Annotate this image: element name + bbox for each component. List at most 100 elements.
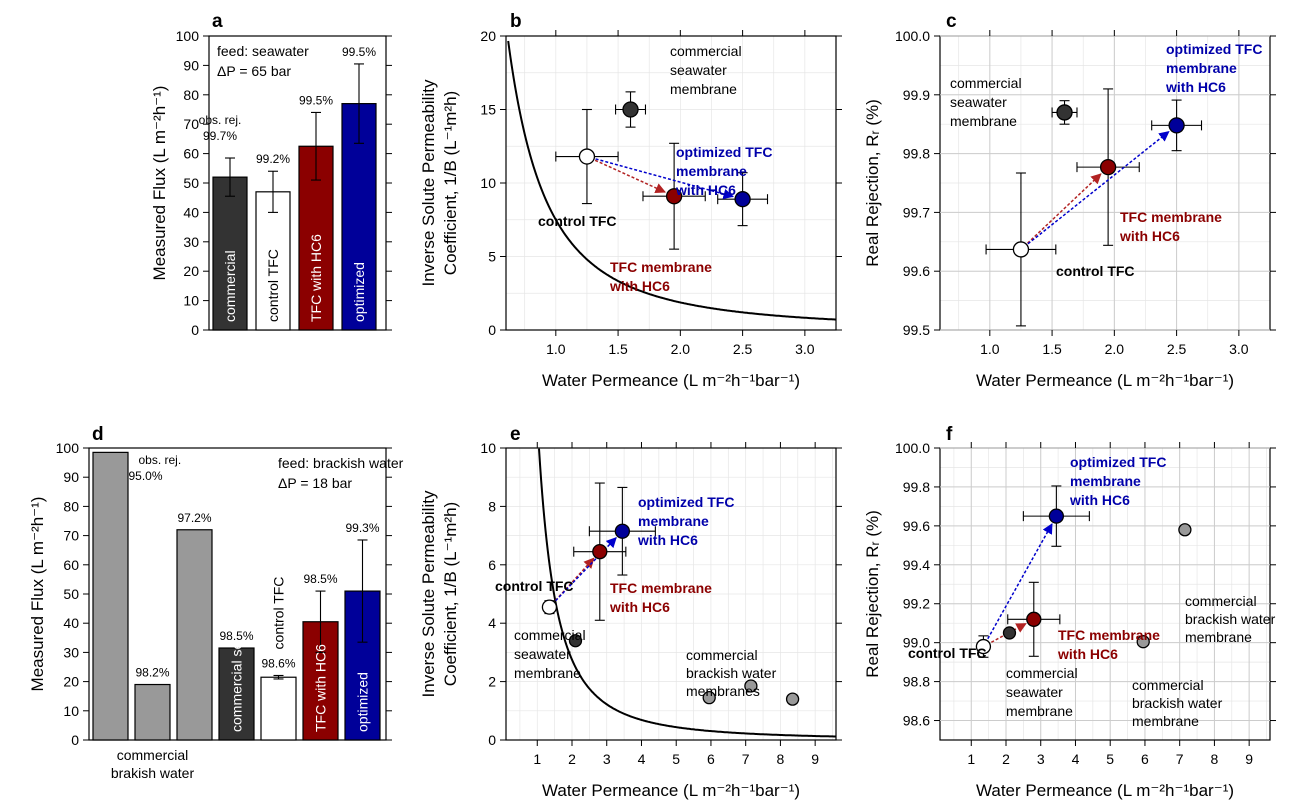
data-point bbox=[622, 101, 639, 118]
bar bbox=[260, 676, 297, 741]
panel-b: 0 5 10 15 20 1.0 1.5 2.0 2.5 3.0 b Water Permeance … bbox=[419, 11, 842, 390]
rejection-label: 98.6% bbox=[261, 656, 295, 670]
feed-note: ΔP = 65 bar bbox=[217, 63, 291, 79]
y-tick-label: 90 bbox=[63, 469, 79, 485]
panel-letter: a bbox=[212, 11, 223, 32]
y-tick-label: 40 bbox=[183, 204, 199, 220]
x-tick-label: 1.0 bbox=[980, 341, 1000, 357]
label-brackish: membrane bbox=[1185, 629, 1252, 645]
panel-a: 0 10 20 30 40 50 60 70 80 90 100 a commercial control… bbox=[150, 11, 392, 338]
label-hc6: TFC membrane bbox=[1120, 209, 1222, 225]
y-axis-label: Real Rejection, Rᵣ (%) bbox=[863, 510, 882, 678]
x-axis-label: Water Permeance (L m⁻²h⁻¹bar⁻¹) bbox=[976, 371, 1234, 390]
y-tick-label: 100 bbox=[56, 440, 80, 456]
x-tick-label: 2.5 bbox=[733, 341, 753, 357]
label-optimized: with HC6 bbox=[675, 182, 736, 198]
y-tick-label: 4 bbox=[488, 615, 496, 631]
label-optimized: optimized TFC bbox=[676, 144, 772, 160]
panel-d: 0 10 20 30 40 50 60 70 80 90 100 d commercial seawat… bbox=[28, 424, 404, 781]
label-optimized: with HC6 bbox=[637, 532, 698, 548]
data-point bbox=[702, 691, 716, 705]
panel-letter: b bbox=[510, 11, 522, 32]
bar-label: optimized bbox=[355, 672, 371, 732]
y-tick-label: 90 bbox=[183, 57, 199, 73]
bar bbox=[255, 191, 291, 331]
group-label: brakish water bbox=[111, 765, 195, 781]
x-tick-label: 2.0 bbox=[1105, 341, 1125, 357]
x-tick-label: 2 bbox=[568, 751, 576, 767]
tradeoff-curve bbox=[538, 448, 836, 738]
y-tick-label: 30 bbox=[63, 644, 79, 660]
label-commercial: membrane bbox=[950, 113, 1017, 129]
label-optimized: membrane bbox=[638, 513, 709, 529]
y-tick-label: 2 bbox=[488, 674, 496, 690]
rejection-label: 97.2% bbox=[177, 511, 211, 525]
label-commercial: membrane bbox=[670, 81, 737, 97]
bar-label: optimized bbox=[351, 262, 367, 322]
plot-frame bbox=[505, 447, 837, 741]
y-tick-label: 50 bbox=[63, 586, 79, 602]
label-commercial: seawater bbox=[670, 62, 727, 78]
label-control: control TFC bbox=[495, 578, 574, 594]
label-optimized: membrane bbox=[1166, 60, 1237, 76]
y-tick-label: 99.0 bbox=[903, 635, 930, 651]
feed-note: ΔP = 18 bar bbox=[278, 475, 352, 491]
y-axis-label: Measured Flux (L m⁻²h⁻¹) bbox=[150, 86, 169, 281]
x-tick-label: 8 bbox=[777, 751, 785, 767]
rejection-label: 99.2% bbox=[256, 152, 290, 166]
label-hc6: TFC membrane bbox=[1058, 627, 1160, 643]
y-axis-label: Measured Flux (L m⁻²h⁻¹) bbox=[28, 497, 47, 692]
y-tick-label: 5 bbox=[488, 249, 496, 265]
label-hc6: TFC membrane bbox=[610, 259, 712, 275]
x-tick-label: 9 bbox=[811, 751, 819, 767]
data-point bbox=[665, 188, 683, 205]
label-commercial: seawater bbox=[1006, 684, 1063, 700]
label-hc6: with HC6 bbox=[609, 278, 670, 294]
x-tick-label: 8 bbox=[1211, 751, 1219, 767]
panel-f: 98.6 98.8 99.0 99.2 99.4 99.6 99.8 100.0 1 2 3 4 5 6 7… bbox=[863, 424, 1276, 800]
trend-arrow bbox=[594, 159, 666, 193]
feed-note: feed: brackish water bbox=[278, 455, 404, 471]
label-brackish: brackish water bbox=[686, 665, 777, 681]
label-hc6: TFC membrane bbox=[610, 580, 712, 596]
x-axis-label: Water Permeance (L m⁻²h⁻¹bar⁻¹) bbox=[542, 781, 800, 800]
trend-arrow bbox=[595, 158, 734, 200]
x-tick-label: 5 bbox=[1106, 751, 1114, 767]
y-tick-label: 10 bbox=[480, 175, 496, 191]
data-point bbox=[734, 191, 751, 208]
bar bbox=[218, 647, 255, 741]
y-axis-label: Real Rejection, Rᵣ (%) bbox=[863, 99, 882, 267]
x-tick-label: 2.5 bbox=[1167, 341, 1187, 357]
data-point bbox=[744, 679, 758, 693]
x-axis-label: Water Permeance (L m⁻²h⁻¹bar⁻¹) bbox=[542, 371, 800, 390]
x-tick-label: 6 bbox=[1141, 751, 1149, 767]
x-tick-label: 1 bbox=[967, 751, 975, 767]
data-point bbox=[785, 692, 800, 706]
y-axis-label: Coefficient, 1/B (L⁻¹m²h) bbox=[441, 91, 460, 275]
label-commercial: seawater bbox=[514, 646, 571, 662]
panel-letter: f bbox=[946, 424, 953, 445]
y-tick-label: 99.9 bbox=[903, 87, 930, 103]
obs-rej-label: obs. rej. bbox=[139, 453, 182, 467]
label-commercial: membrane bbox=[1006, 703, 1073, 719]
y-tick-label: 99.8 bbox=[903, 479, 930, 495]
label-commercial: seawater bbox=[950, 94, 1007, 110]
label-hc6: with HC6 bbox=[1119, 228, 1180, 244]
data-point bbox=[1048, 508, 1065, 524]
label-brackish: commercial bbox=[686, 647, 758, 663]
x-tick-label: 4 bbox=[638, 751, 646, 767]
label-brackish: commercial bbox=[1132, 677, 1204, 693]
label-commercial: membrane bbox=[514, 665, 581, 681]
y-tick-label: 60 bbox=[183, 146, 199, 162]
trend-arrow bbox=[1027, 130, 1170, 245]
y-tick-label: 100.0 bbox=[895, 440, 930, 456]
trend-arrow bbox=[987, 523, 1053, 640]
x-axis-label: Water Permeance (L m⁻²h⁻¹bar⁻¹) bbox=[976, 781, 1234, 800]
rejection-label: 98.5% bbox=[303, 572, 337, 586]
label-optimized: with HC6 bbox=[1165, 79, 1226, 95]
bar bbox=[212, 176, 248, 331]
bar-label: control TFC bbox=[271, 577, 287, 650]
bar bbox=[134, 683, 171, 741]
trend-arrow bbox=[554, 557, 595, 601]
bar-label: commercial seawater bbox=[229, 599, 245, 732]
